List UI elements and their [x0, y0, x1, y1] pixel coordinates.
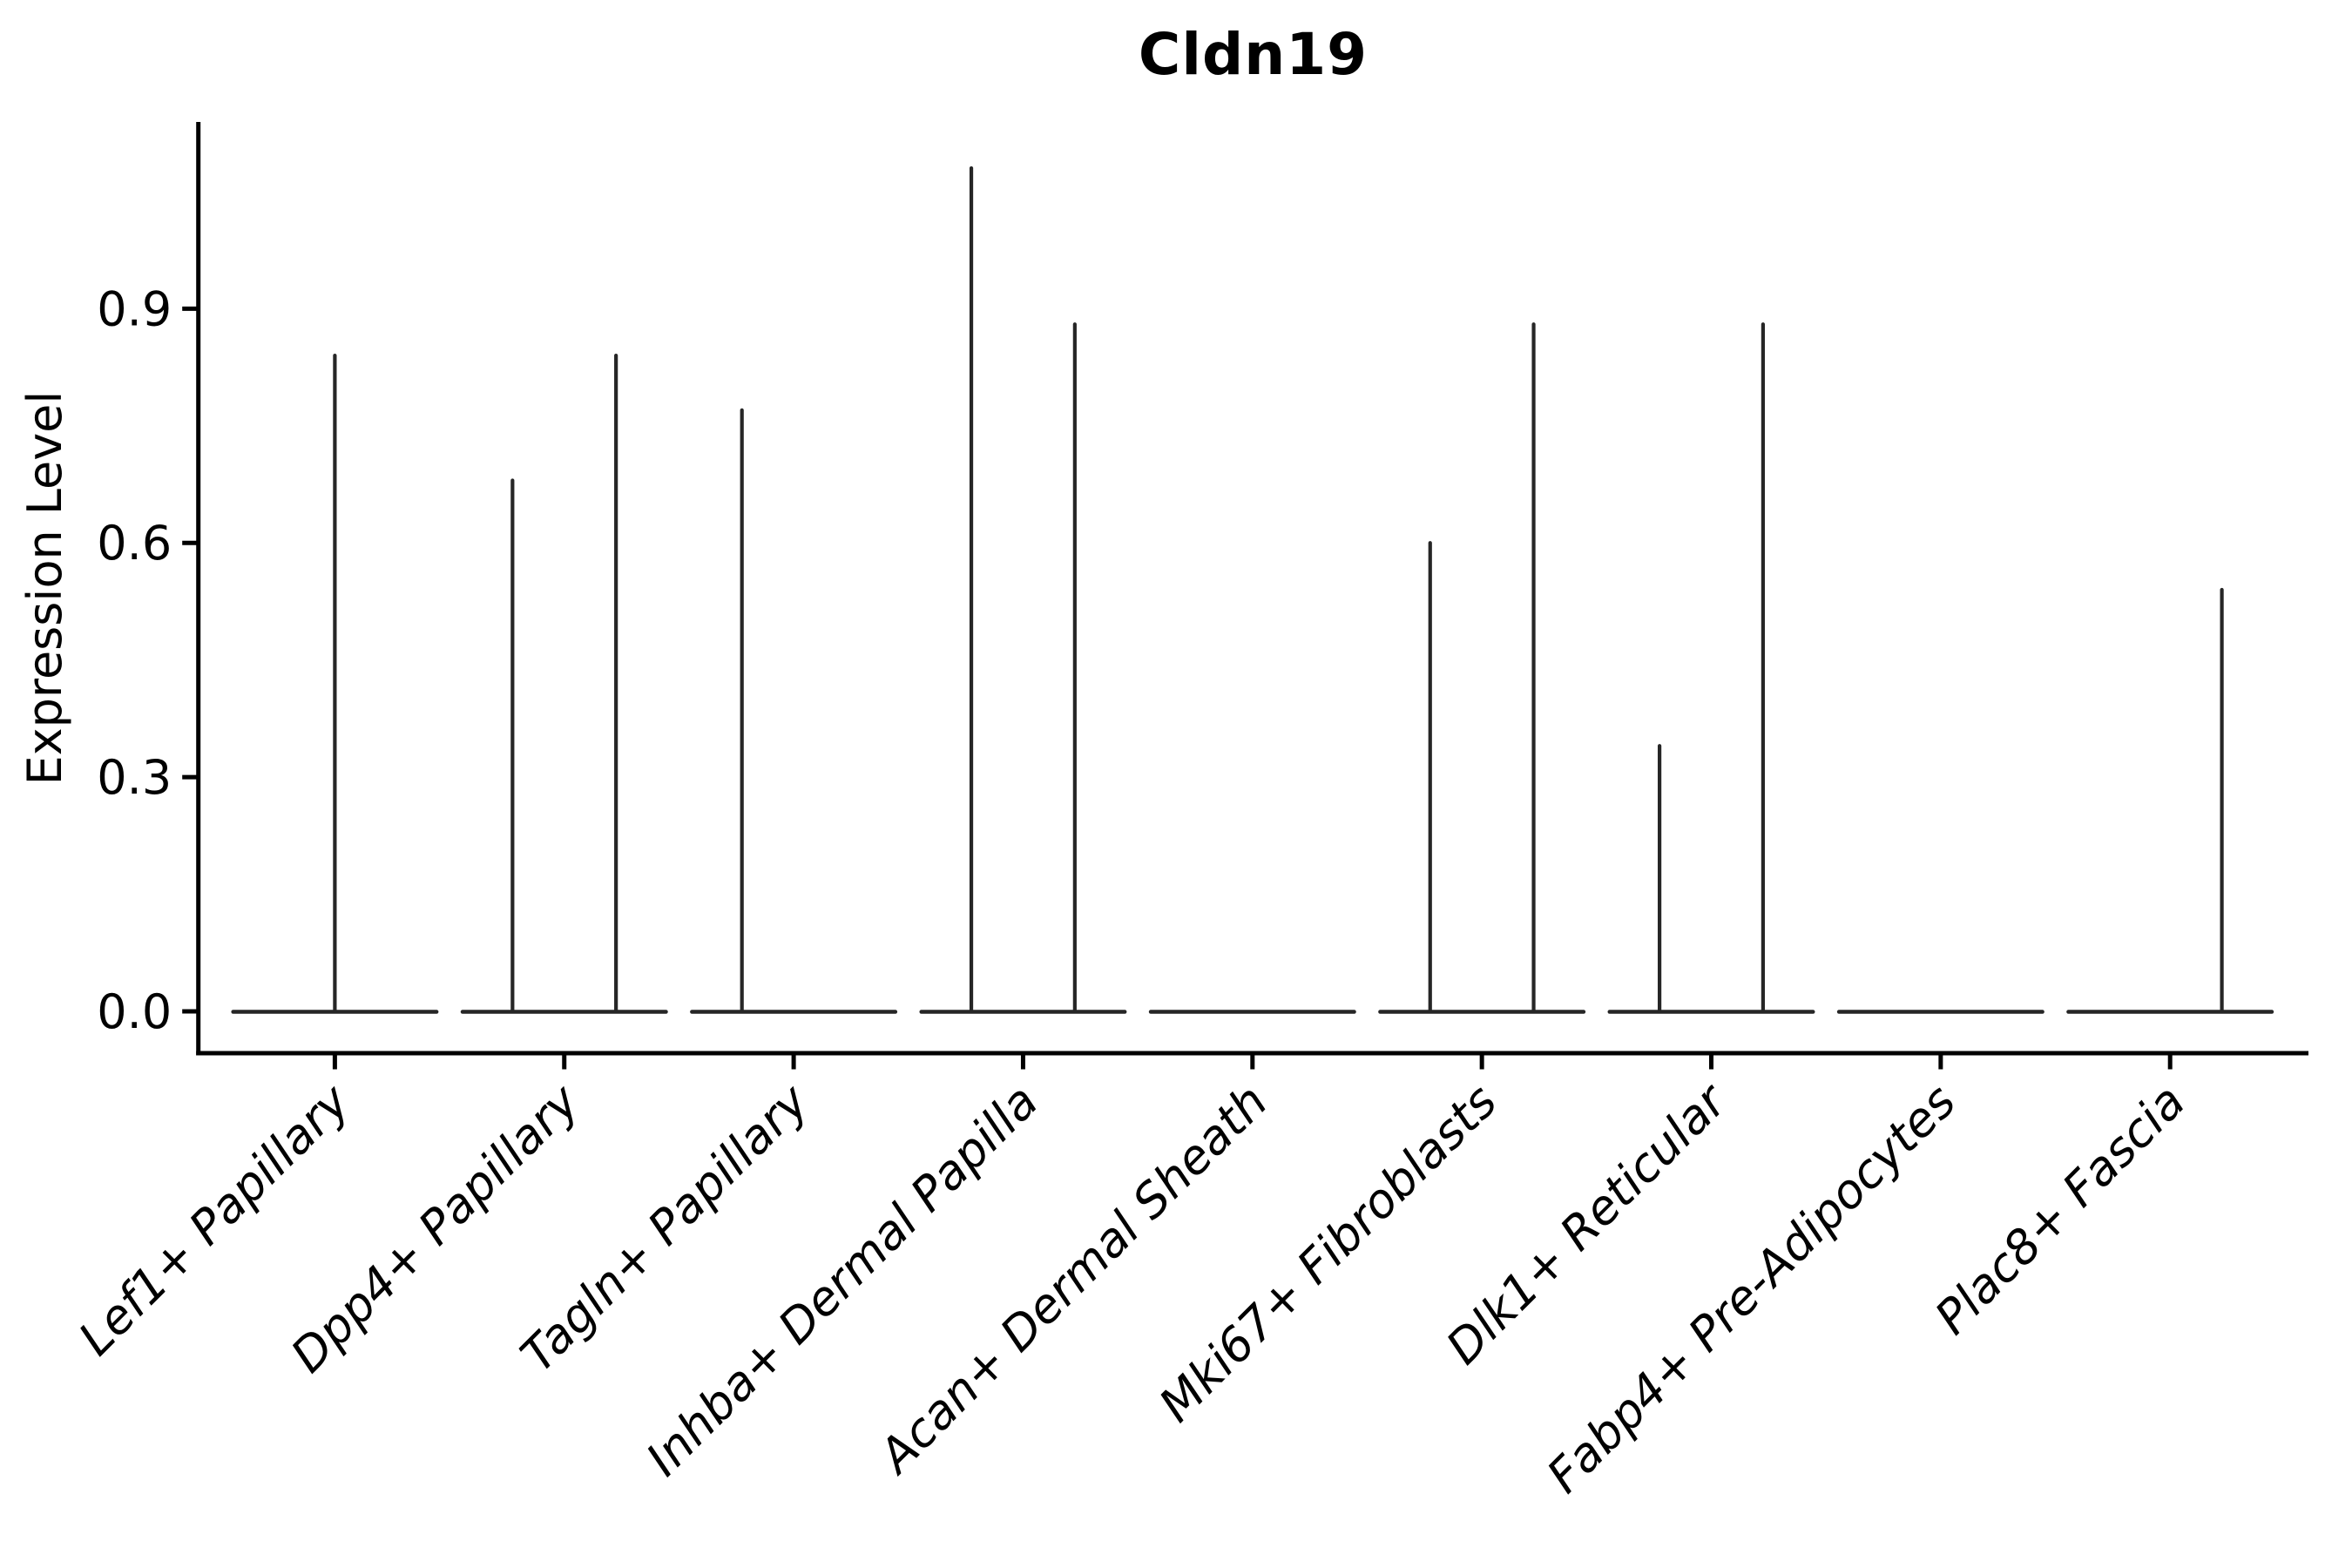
y-tick-label: 0.9: [97, 281, 172, 336]
x-tick-label: Fabp4+ Pre-Adipocytes: [1537, 1074, 1966, 1504]
x-tick-label: Plac8+ Fascia: [1924, 1074, 2195, 1345]
violin-baseline: [1836, 1010, 2044, 1014]
y-tick-label: 0.3: [97, 750, 172, 805]
violin-baseline: [1148, 1010, 1356, 1014]
x-tick-label: Inhba+ Dermal Papilla: [636, 1074, 1049, 1487]
violin-baseline: [1378, 1010, 1586, 1014]
chart-title: Cldn19: [1138, 21, 1369, 88]
violin-baseline: [690, 1010, 898, 1014]
violin-baseline: [460, 1010, 668, 1014]
violin-baseline: [1607, 1010, 1815, 1014]
y-tick-label: 0.6: [97, 516, 172, 571]
violin-baseline: [919, 1010, 1127, 1014]
x-tick-label: Acan+ Dermal Sheath: [867, 1074, 1278, 1485]
y-tick-label: 0.0: [97, 984, 172, 1039]
violin-baseline: [2066, 1010, 2274, 1014]
